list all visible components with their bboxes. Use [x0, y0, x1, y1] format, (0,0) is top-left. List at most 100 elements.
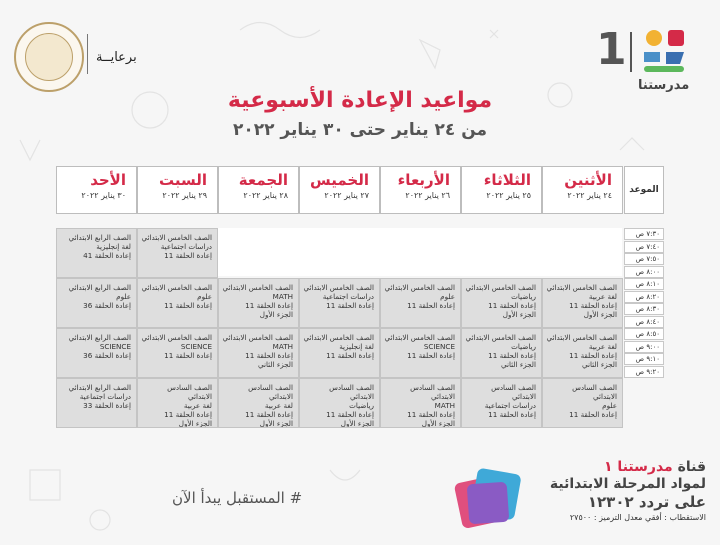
day-header: الأربعاء ٢٦ يناير ٢٠٢٢ — [380, 166, 461, 214]
channel-frequency: على تردد ١٢٣٠٢ — [587, 493, 706, 511]
empty-band — [218, 228, 622, 276]
time-slot: ٨:٤٠ ص — [624, 315, 664, 328]
program-line: إعادة الحلقة 11 — [407, 351, 455, 360]
time-slot: ٨:٥٠ ص — [624, 328, 664, 340]
program-line: علوم — [440, 292, 455, 301]
program-cell: الصف السادس الابتدائي دراسات اجتماعية إعاد… — [461, 378, 542, 428]
program-line: رياضيات — [511, 342, 536, 351]
program-cell: الصف الخامس الابتدائي دراسات اجتماعية إعاد… — [137, 228, 218, 278]
program-line: الصف السادس الابتدائي — [167, 383, 212, 401]
day-date: ٢٧ يناير ٢٠٢٢ — [324, 191, 369, 200]
program-line: إعادة الحلقة 11 — [488, 351, 536, 360]
program-line: الصف الخامس الابتدائي — [384, 333, 456, 342]
day-date: ٢٥ يناير ٢٠٢٢ — [486, 191, 531, 200]
schedule-table: الموعد الأحد ٣٠ يناير ٢٠٢٢ السبت ٢٩ يناير ٢… — [56, 166, 664, 442]
program-line: الجزء الثاني — [582, 360, 617, 369]
program-cell: الصف السادس الابتدائي لغة عربية إعادة الحل… — [218, 378, 299, 428]
program-cell: الصف السادس الابتدائي رياضيات إعادة الحلقة… — [299, 378, 380, 428]
program-line: الصف الخامس الابتدائي — [222, 333, 294, 342]
logo-name: مدرستنا — [638, 78, 690, 93]
page-subtitle: من ٢٤ يناير حتى ٣٠ يناير ٢٠٢٢ — [232, 120, 488, 140]
logo-number: 1 — [596, 24, 627, 75]
program-line: إعادة الحلقة 11 — [245, 301, 293, 310]
time-slot: ٧:٤٠ ص — [624, 240, 664, 253]
program-line: دراسات اجتماعية — [79, 392, 131, 401]
program-cell: الصف الرابع الابتدائي علوم إعادة الحلقة 36 — [56, 278, 137, 328]
madrasatna-logo: 1 مدرستنا — [596, 24, 706, 94]
day-name: الجمعة — [238, 171, 288, 189]
hashtag-slogan: # المستقبل يبدأ الآن — [172, 489, 303, 507]
program-line: إعادة الحلقة 11 — [407, 301, 455, 310]
program-line: الصف الخامس الابتدائي — [303, 283, 375, 292]
program-cell: الصف الخامس الابتدائي SCIENCE إعادة الحلقة… — [137, 328, 218, 378]
program-line: دراسات اجتماعية — [160, 242, 212, 251]
time-slot: ٨:٣٠ ص — [624, 303, 664, 315]
program-cell: الصف الخامس الابتدائي لغة عربية إعادة الحل… — [542, 278, 623, 328]
program-line: الجزء الأول — [259, 419, 293, 428]
program-line: دراسات اجتماعية — [322, 292, 374, 301]
ministry-emblem — [14, 22, 84, 92]
time-slot: ٩:٠٠ ص — [624, 340, 664, 353]
channel-prefix: قناة — [677, 459, 706, 475]
page-title: مواعيد الإعادة الأسبوعية — [227, 88, 493, 113]
day-header: الخميس ٢٧ يناير ٢٠٢٢ — [299, 166, 380, 214]
books-icon — [454, 468, 521, 528]
program-line: إعادة الحلقة 41 — [83, 251, 131, 260]
time-slot: ٨:٢٠ ص — [624, 290, 664, 303]
day-name: الأثنين — [564, 171, 612, 189]
program-line: إعادة الحلقة 11 — [407, 410, 455, 419]
program-line: الصف السادس الابتدائي — [491, 383, 536, 401]
program-line: إعادة الحلقة 36 — [83, 301, 131, 310]
program-cell: الصف الرابع الابتدائي SCIENCE إعادة الحلقة… — [56, 328, 137, 378]
time-slot: ٨:١٠ ص — [624, 278, 664, 290]
program-line: لغة إنجليزية — [96, 242, 131, 251]
day-date: ٢٨ يناير ٢٠٢٢ — [243, 191, 288, 200]
program-line: SCIENCE — [180, 342, 212, 351]
day-header: الثلاثاء ٢٥ يناير ٢٠٢٢ — [461, 166, 542, 214]
day-date: ٣٠ يناير ٢٠٢٢ — [81, 191, 126, 200]
program-line: لغة عربية — [264, 401, 293, 410]
program-line: إعادة الحلقة 11 — [569, 301, 617, 310]
program-line: الصف الخامس الابتدائي — [465, 333, 537, 342]
time-slot: ٧:٥٠ ص — [624, 253, 664, 265]
day-header: الأحد ٣٠ يناير ٢٠٢٢ — [56, 166, 137, 214]
channel-info: قناة مدرستنا ١ لمواد المرحلة الابتدائية … — [550, 459, 706, 522]
program-line: الصف السادس الابتدائي — [248, 383, 293, 401]
program-line: MATH — [434, 401, 455, 410]
program-line: الصف الخامس الابتدائي — [141, 233, 213, 242]
program-line: الصف الرابع الابتدائي — [68, 233, 131, 242]
program-line: رياضيات — [349, 401, 374, 410]
day-header: الأثنين ٢٤ يناير ٢٠٢٢ — [542, 166, 623, 214]
program-line: الجزء الأول — [421, 419, 455, 428]
program-line: دراسات اجتماعية — [484, 401, 536, 410]
program-line: إعادة الحلقة 11 — [164, 351, 212, 360]
channel-subtitle: لمواد المرحلة الابتدائية — [549, 476, 706, 492]
program-line: الصف الرابع الابتدائي — [68, 283, 131, 292]
program-line: الصف الخامس الابتدائي — [222, 283, 294, 292]
channel-reception: الاستقطاب : أفقي معدل الترميز : ٢٧٥٠٠ — [569, 513, 706, 522]
program-line: إعادة الحلقة 11 — [488, 410, 536, 419]
program-line: الجزء الأول — [340, 419, 374, 428]
program-line: الصف الخامس الابتدائي — [141, 283, 213, 292]
program-line: إعادة الحلقة 11 — [326, 301, 374, 310]
program-line: MATH — [272, 292, 293, 301]
channel-title: قناة مدرستنا ١ — [550, 459, 706, 475]
day-name: الأربعاء — [397, 171, 450, 189]
header-divider — [87, 34, 88, 74]
day-header: السبت ٢٩ يناير ٢٠٢٢ — [137, 166, 218, 214]
program-line: إعادة الحلقة 11 — [488, 301, 536, 310]
program-cell: الصف السادس الابتدائي علوم إعادة الحلقة 11 — [542, 378, 623, 428]
program-cell: الصف الخامس الابتدائي دراسات اجتماعية إعاد… — [299, 278, 380, 328]
program-line: الجزء الأول — [502, 310, 536, 319]
time-slot: ٩:١٠ ص — [624, 353, 664, 365]
program-line: الصف السادس الابتدائي — [572, 383, 617, 401]
day-name: السبت — [158, 171, 207, 189]
program-line: الصف الرابع الابتدائي — [68, 383, 131, 392]
program-line: SCIENCE — [99, 342, 131, 351]
program-line: إعادة الحلقة 11 — [164, 301, 212, 310]
program-cell: الصف الخامس الابتدائي علوم إعادة الحلقة 11 — [137, 278, 218, 328]
day-name: الخميس — [310, 171, 369, 189]
day-name: الأحد — [90, 171, 126, 189]
program-line: لغة عربية — [588, 342, 617, 351]
